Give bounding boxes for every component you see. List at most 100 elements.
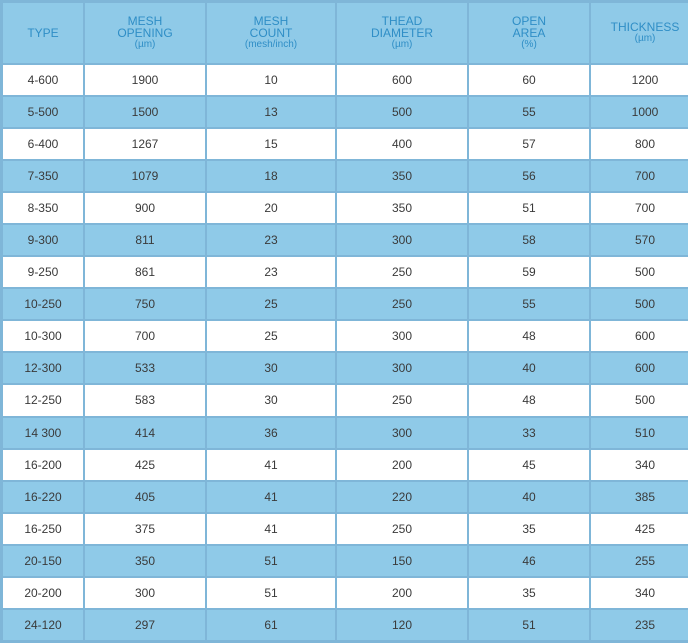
table-cell-mesh-opening: 811 (85, 225, 205, 256)
table-cell-thickness: 510 (591, 417, 688, 448)
table-cell-type: 9-300 (3, 225, 83, 256)
table-cell-open-area: 51 (469, 609, 589, 640)
table-cell-open-area: 35 (469, 513, 589, 544)
table-cell-mesh-opening: 1079 (85, 161, 205, 192)
table-cell-thickness: 340 (591, 449, 688, 480)
table-cell-open-area: 57 (469, 129, 589, 160)
table-cell-mesh-count: 25 (207, 289, 335, 320)
table-cell-thread-diameter: 350 (337, 193, 467, 224)
table-cell-mesh-opening: 900 (85, 193, 205, 224)
table-cell-mesh-count: 23 (207, 225, 335, 256)
table-cell-thickness: 500 (591, 257, 688, 288)
table-cell-thickness: 600 (591, 321, 688, 352)
table-cell-type: 24-120 (3, 609, 83, 640)
table-cell-mesh-opening: 533 (85, 353, 205, 384)
table-cell-open-area: 45 (469, 449, 589, 480)
table-cell-type: 10-300 (3, 321, 83, 352)
column-header-open-area: OPEN AREA (%) (469, 3, 589, 63)
table-cell-thickness: 235 (591, 609, 688, 640)
table-cell-mesh-opening: 700 (85, 321, 205, 352)
table-cell-thread-diameter: 600 (337, 65, 467, 96)
table-cell-mesh-count: 15 (207, 129, 335, 160)
table-cell-thickness: 340 (591, 577, 688, 608)
table-row: 12-250 583 30 250 48 500 (3, 385, 688, 416)
column-header-line: THICKNESS (610, 20, 680, 34)
column-header-unit: (mesh/inch) (244, 39, 298, 50)
table-cell-thread-diameter: 300 (337, 321, 467, 352)
table-row: 8-350 900 20 350 51 700 (3, 193, 688, 224)
column-header-line: AREA (512, 26, 546, 40)
table-cell-type: 16-220 (3, 481, 83, 512)
table-cell-open-area: 55 (469, 289, 589, 320)
table-cell-open-area: 51 (469, 193, 589, 224)
table-cell-type: 9-250 (3, 257, 83, 288)
table-row: 20-200 300 51 200 35 340 (3, 577, 688, 608)
table-cell-thickness: 800 (591, 129, 688, 160)
table-cell-mesh-opening: 861 (85, 257, 205, 288)
column-header-line: COUNT (249, 26, 293, 40)
table-cell-mesh-opening: 414 (85, 417, 205, 448)
table-cell-mesh-count: 10 (207, 65, 335, 96)
column-header-line: MESH (127, 14, 163, 28)
table-cell-thread-diameter: 300 (337, 353, 467, 384)
table-row: 6-400 1267 15 400 57 800 (3, 129, 688, 160)
table-cell-type: 12-300 (3, 353, 83, 384)
table-cell-thickness: 500 (591, 385, 688, 416)
column-header-line: OPEN (511, 14, 546, 28)
table-cell-thread-diameter: 200 (337, 577, 467, 608)
table-cell-thread-diameter: 500 (337, 97, 467, 128)
table-body: 4-600 1900 10 600 60 1200 5-500 1500 13 500 55 1000… (3, 65, 688, 640)
table-cell-open-area: 48 (469, 385, 589, 416)
table-cell-type: 5-500 (3, 97, 83, 128)
table-cell-open-area: 56 (469, 161, 589, 192)
table-cell-mesh-opening: 375 (85, 513, 205, 544)
table-cell-mesh-opening: 1500 (85, 97, 205, 128)
table-cell-thread-diameter: 200 (337, 449, 467, 480)
table-cell-type: 14 300 (3, 417, 83, 448)
table-cell-thread-diameter: 300 (337, 225, 467, 256)
table-cell-mesh-count: 36 (207, 417, 335, 448)
table-cell-mesh-count: 30 (207, 353, 335, 384)
table-cell-mesh-count: 18 (207, 161, 335, 192)
column-header-unit: (µm) (634, 33, 656, 44)
table-cell-thickness: 570 (591, 225, 688, 256)
table-cell-mesh-count: 20 (207, 193, 335, 224)
table-row: 10-300 700 25 300 48 600 (3, 321, 688, 352)
table-cell-type: 4-600 (3, 65, 83, 96)
table-cell-thread-diameter: 300 (337, 417, 467, 448)
table-cell-open-area: 33 (469, 417, 589, 448)
table-cell-thickness: 700 (591, 193, 688, 224)
table-cell-open-area: 55 (469, 97, 589, 128)
table-cell-open-area: 59 (469, 257, 589, 288)
table-cell-thread-diameter: 250 (337, 513, 467, 544)
table-cell-mesh-opening: 1267 (85, 129, 205, 160)
table-cell-type: 6-400 (3, 129, 83, 160)
column-header-unit: (%) (521, 39, 537, 50)
column-header-unit: (µm) (134, 39, 156, 50)
table-cell-type: 16-200 (3, 449, 83, 480)
column-header-line: OPENING (117, 26, 173, 40)
table-cell-thickness: 700 (591, 161, 688, 192)
table-cell-type: 16-250 (3, 513, 83, 544)
header-row: TYPE MESH OPENING (µm) MESH COUNT (mesh/inch) T… (3, 3, 688, 63)
table-cell-thickness: 500 (591, 289, 688, 320)
table-cell-mesh-opening: 405 (85, 481, 205, 512)
table-cell-thread-diameter: 350 (337, 161, 467, 192)
column-header-line: MESH (253, 14, 289, 28)
table-cell-mesh-count: 41 (207, 513, 335, 544)
table-cell-open-area: 48 (469, 321, 589, 352)
table-cell-mesh-count: 41 (207, 449, 335, 480)
table-cell-mesh-count: 61 (207, 609, 335, 640)
column-header-mesh-opening: MESH OPENING (µm) (85, 3, 205, 63)
table-cell-mesh-count: 25 (207, 321, 335, 352)
table-header: TYPE MESH OPENING (µm) MESH COUNT (mesh/inch) T… (3, 3, 688, 63)
table-row: 9-250 861 23 250 59 500 (3, 257, 688, 288)
table-cell-open-area: 35 (469, 577, 589, 608)
table-cell-thread-diameter: 250 (337, 289, 467, 320)
table-cell-mesh-opening: 350 (85, 545, 205, 576)
table-row: 14 300 414 36 300 33 510 (3, 417, 688, 448)
column-header-type: TYPE (3, 3, 83, 63)
table-cell-mesh-opening: 583 (85, 385, 205, 416)
